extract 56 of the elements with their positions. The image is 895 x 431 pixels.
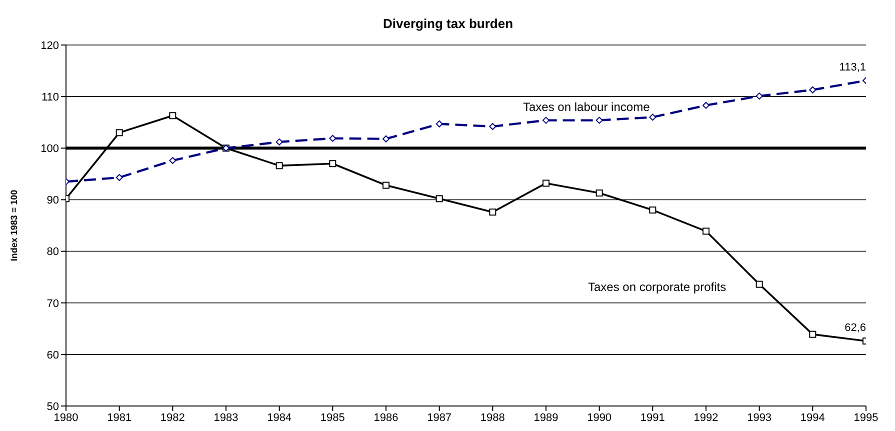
point (489, 122, 496, 130)
x-tick-label: 1987 (427, 412, 452, 424)
y-axis-title: Index 1983 = 100 (9, 190, 20, 262)
y-tick-label: 100 (40, 143, 59, 156)
y-tick-label: 90 (46, 194, 59, 207)
point (542, 116, 550, 124)
x-tick-label: 1986 (374, 412, 398, 424)
point (649, 114, 656, 121)
point (276, 138, 283, 146)
point (116, 129, 123, 136)
x-tick-label: 1980 (54, 412, 78, 424)
x-tick-label: 1990 (587, 412, 612, 424)
point (596, 116, 603, 124)
x-tick-label: 1991 (640, 412, 665, 424)
y-tick-label: 70 (46, 298, 59, 310)
point (809, 330, 816, 338)
x-tick-label: 1984 (267, 412, 292, 424)
point (596, 190, 603, 197)
point (276, 162, 283, 170)
x-tick-label: 1994 (800, 412, 825, 424)
y-tick-label: 80 (46, 246, 59, 258)
data-label: 62,6 (844, 322, 866, 334)
x-tick-label: 1989 (534, 412, 558, 424)
point (382, 182, 390, 189)
x-tick-label: 1983 (214, 412, 238, 424)
point (169, 157, 176, 164)
point (542, 180, 550, 187)
point (382, 135, 390, 142)
y-tick-label: 110 (41, 91, 59, 104)
x-tick-label: 1985 (320, 412, 345, 424)
point (329, 160, 336, 168)
series-label: Taxes on labour income (523, 100, 650, 114)
point (169, 112, 176, 120)
y-tick-label: 50 (46, 400, 59, 413)
x-tick-label: 1981 (107, 412, 132, 424)
x-tick-label: 1982 (160, 412, 185, 424)
x-tick-label: 1995 (854, 412, 878, 424)
point (702, 102, 710, 109)
x-tick-label: 1993 (747, 412, 772, 424)
point (436, 195, 443, 202)
point (329, 134, 336, 142)
point (756, 280, 763, 288)
point (489, 208, 496, 216)
point (649, 206, 656, 214)
point (756, 92, 763, 100)
data-label: 113,1 (839, 62, 866, 74)
y-tick-label: 60 (46, 349, 59, 362)
point (809, 86, 816, 94)
series-label: Taxes on corporate profits (588, 280, 726, 294)
chart-title: Diverging tax burden (382, 16, 514, 31)
point (436, 120, 443, 128)
point (116, 174, 123, 182)
x-tick-label: 1988 (480, 412, 505, 424)
point (702, 228, 710, 235)
x-tick-label: 1992 (694, 412, 718, 424)
y-tick-label: 120 (40, 40, 59, 52)
